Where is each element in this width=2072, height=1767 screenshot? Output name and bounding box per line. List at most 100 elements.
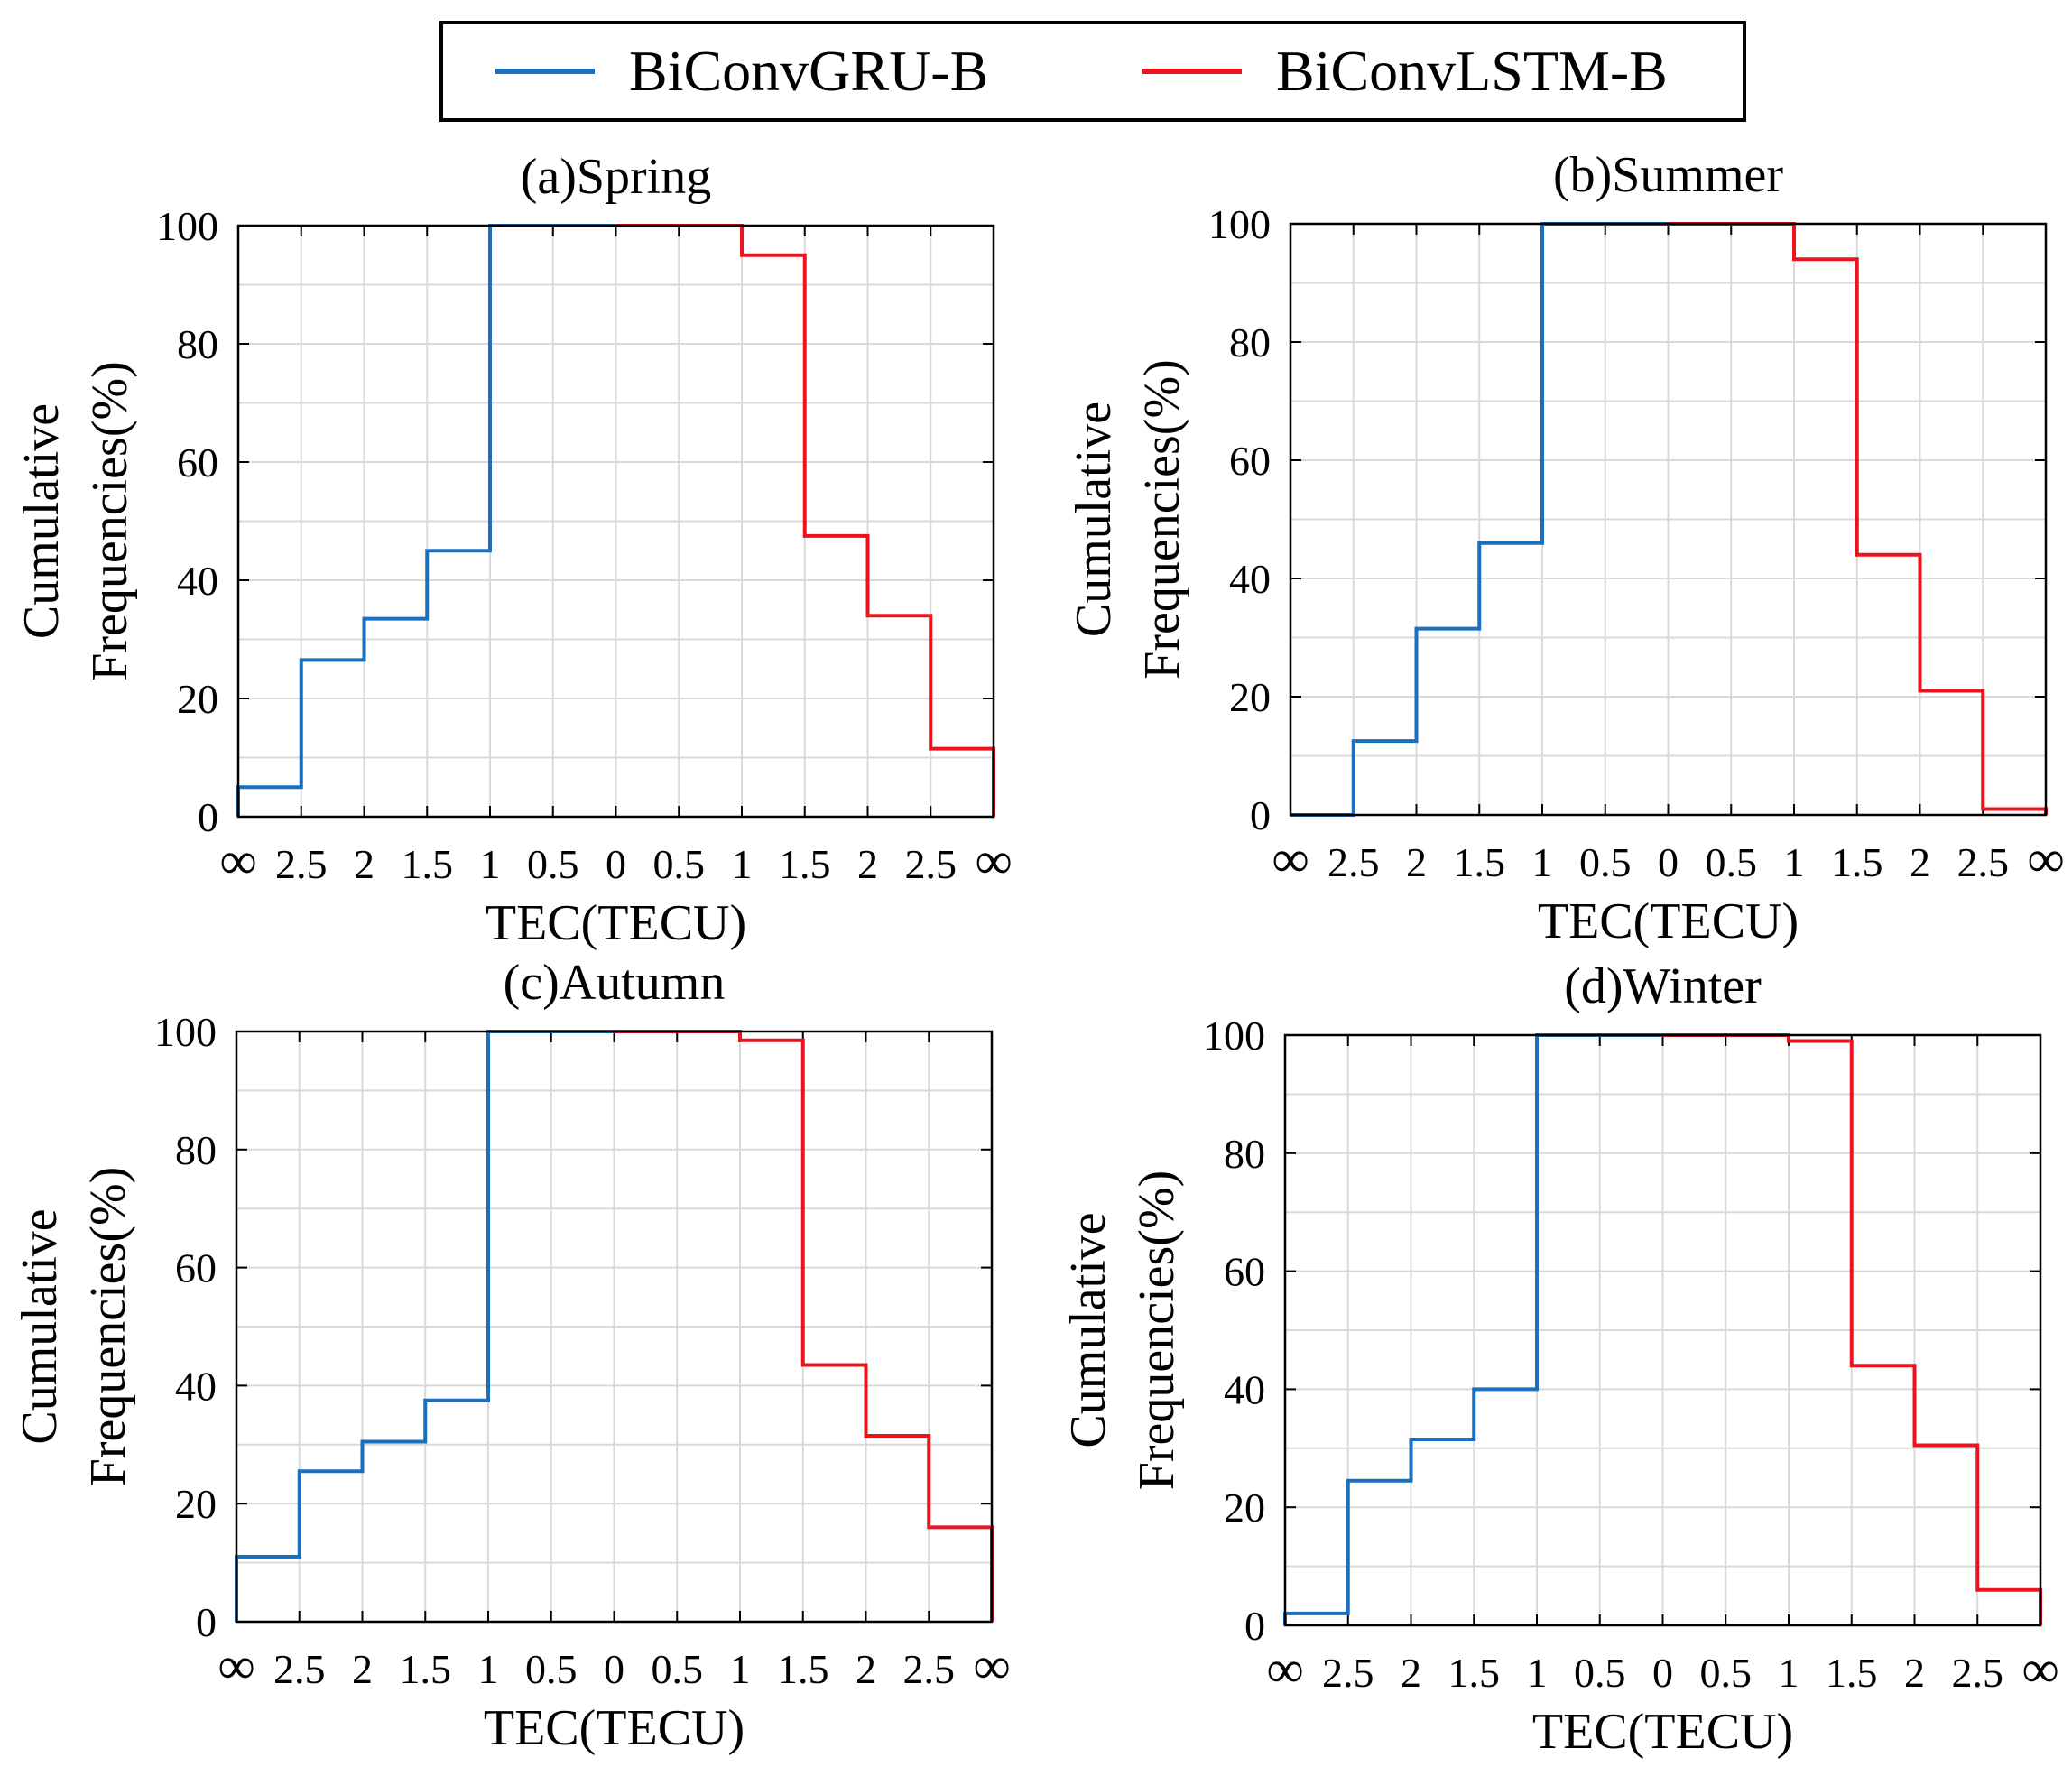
x-tick-label: 1.5 <box>1831 839 1883 885</box>
plot-frame <box>1289 222 2048 817</box>
x-tick-label: 2 <box>1406 839 1427 885</box>
chart-panel-winter: ∞ 2.5 2 1.5 1 0.5 0 0.5 1 1.5 2 2.5 ∞020406080100(d)… <box>1060 958 2059 1760</box>
chart-title: (a)Spring <box>521 149 712 205</box>
x-tick-label: 0 <box>1652 1650 1673 1696</box>
plot-frame <box>236 224 995 819</box>
x-tick-label: 2.5 <box>1952 1650 2004 1696</box>
y-tick-label: 0 <box>1250 792 1271 838</box>
y-tick-label: 60 <box>177 439 218 486</box>
x-tick-label: 1 <box>732 841 753 887</box>
x-tick-label: 2.5 <box>273 1646 326 1692</box>
y-tick-label: 100 <box>1208 201 1271 247</box>
x-tick-label: 1 <box>478 1646 499 1692</box>
x-tick-label: ∞ <box>2027 829 2064 888</box>
y-axis-label: Cumulative <box>1066 402 1122 637</box>
x-tick-label: 2 <box>856 1646 876 1692</box>
x-tick-label: ∞ <box>973 1636 1010 1695</box>
x-tick-label: 1 <box>1784 839 1805 885</box>
legend-item-biconvlstm: BiConvLSTM-B <box>1142 24 1668 118</box>
chart-panel-summer: ∞ 2.5 2 1.5 1 0.5 0 0.5 1 1.5 2 2.5 ∞020406080100(b)… <box>1066 147 2065 949</box>
legend-label-biconvlstm: BiConvLSTM-B <box>1276 39 1668 103</box>
x-tick-label: ∞ <box>975 831 1012 890</box>
legend-swatch-biconvlstm <box>1142 69 1242 74</box>
x-tick-label: 1 <box>1527 1650 1548 1696</box>
x-tick-label: ∞ <box>219 831 256 890</box>
x-tick-label: 2 <box>857 841 878 887</box>
plot-frame <box>1283 1033 2042 1627</box>
x-tick-label: ∞ <box>2021 1640 2058 1698</box>
x-tick-label: 2.5 <box>905 841 957 887</box>
chart-title: (c)Autumn <box>504 955 726 1011</box>
legend-label-biconvgru: BiConvGRU-B <box>629 39 989 103</box>
y-tick-label: 80 <box>1224 1131 1265 1177</box>
y-tick-label: 40 <box>1229 556 1271 602</box>
y-tick-label: 80 <box>1229 319 1271 365</box>
y-tick-label: 0 <box>196 1599 217 1645</box>
x-tick-label: 2 <box>1401 1650 1421 1696</box>
legend-item-biconvgru: BiConvGRU-B <box>495 24 988 118</box>
x-tick-label: 0.5 <box>1700 1650 1753 1696</box>
y-tick-label: 0 <box>198 794 218 840</box>
x-tick-label: 1 <box>480 841 501 887</box>
x-tick-label: 2.5 <box>903 1646 956 1692</box>
y-axis-label: Frequencies(%) <box>1134 359 1190 680</box>
x-tick-label: 1.5 <box>1454 839 1506 885</box>
y-tick-label: 60 <box>1224 1249 1265 1295</box>
y-axis-label: Frequencies(%) <box>80 1167 136 1487</box>
y-tick-label: 80 <box>175 1127 217 1173</box>
x-tick-label: 1.5 <box>779 841 831 887</box>
y-tick-label: 100 <box>1203 1013 1265 1059</box>
x-tick-label: 0 <box>604 1646 624 1692</box>
x-tick-label: 1 <box>1779 1650 1799 1696</box>
x-tick-label: ∞ <box>217 1636 254 1695</box>
x-axis-label: TEC(TECU) <box>1538 893 1799 949</box>
x-tick-label: 2 <box>1910 839 1930 885</box>
x-tick-label: 0.5 <box>653 841 706 887</box>
x-tick-label: 0.5 <box>652 1646 704 1692</box>
x-tick-label: 1 <box>730 1646 751 1692</box>
y-tick-label: 60 <box>175 1245 217 1291</box>
y-tick-label: 80 <box>177 321 218 367</box>
x-tick-label: ∞ <box>1272 829 1309 888</box>
x-tick-label: 0.5 <box>527 841 579 887</box>
x-tick-label: 0.5 <box>1579 839 1632 885</box>
y-tick-label: 40 <box>1224 1366 1265 1412</box>
x-axis-label: TEC(TECU) <box>1532 1704 1793 1760</box>
x-axis-label: TEC(TECU) <box>486 895 746 951</box>
chart-title: (b)Summer <box>1553 147 1783 203</box>
y-tick-label: 100 <box>154 1009 217 1055</box>
y-tick-label: 20 <box>175 1481 217 1527</box>
x-tick-label: 2 <box>1904 1650 1925 1696</box>
x-tick-label: 2 <box>354 841 375 887</box>
y-axis-label: Frequencies(%) <box>1129 1170 1185 1491</box>
legend-swatch-biconvgru <box>495 69 595 74</box>
x-tick-label: 0.5 <box>1706 839 1758 885</box>
chart-title: (d)Winter <box>1564 958 1762 1014</box>
x-tick-label: 2 <box>352 1646 373 1692</box>
x-axis-label: TEC(TECU) <box>484 1700 745 1756</box>
chart-panel-spring: ∞ 2.5 2 1.5 1 0.5 0 0.5 1 1.5 2 2.5 ∞020406080100(a)… <box>14 149 1013 951</box>
legend: BiConvGRU-B BiConvLSTM-B <box>439 21 1746 122</box>
y-axis-label: Cumulative <box>14 403 69 639</box>
y-axis-label: Frequencies(%) <box>82 361 138 681</box>
y-tick-label: 20 <box>177 676 218 722</box>
y-tick-label: 20 <box>1229 674 1271 720</box>
y-axis-label: Cumulative <box>1060 1212 1116 1448</box>
x-tick-label: 2.5 <box>1327 839 1380 885</box>
x-tick-label: 1.5 <box>400 1646 452 1692</box>
plot-frame <box>235 1030 994 1624</box>
y-tick-label: 0 <box>1244 1603 1265 1649</box>
y-tick-label: 40 <box>175 1363 217 1409</box>
x-tick-label: 1.5 <box>777 1646 829 1692</box>
x-tick-label: 2.5 <box>1957 839 2010 885</box>
y-tick-label: 20 <box>1224 1485 1265 1531</box>
x-tick-label: 1.5 <box>402 841 454 887</box>
x-tick-label: 0 <box>606 841 626 887</box>
x-tick-label: 1.5 <box>1448 1650 1501 1696</box>
y-tick-label: 60 <box>1229 438 1271 484</box>
x-tick-label: 1 <box>1532 839 1553 885</box>
x-tick-label: 0.5 <box>1574 1650 1626 1696</box>
x-tick-label: 2.5 <box>1322 1650 1374 1696</box>
x-tick-label: 0 <box>1658 839 1679 885</box>
